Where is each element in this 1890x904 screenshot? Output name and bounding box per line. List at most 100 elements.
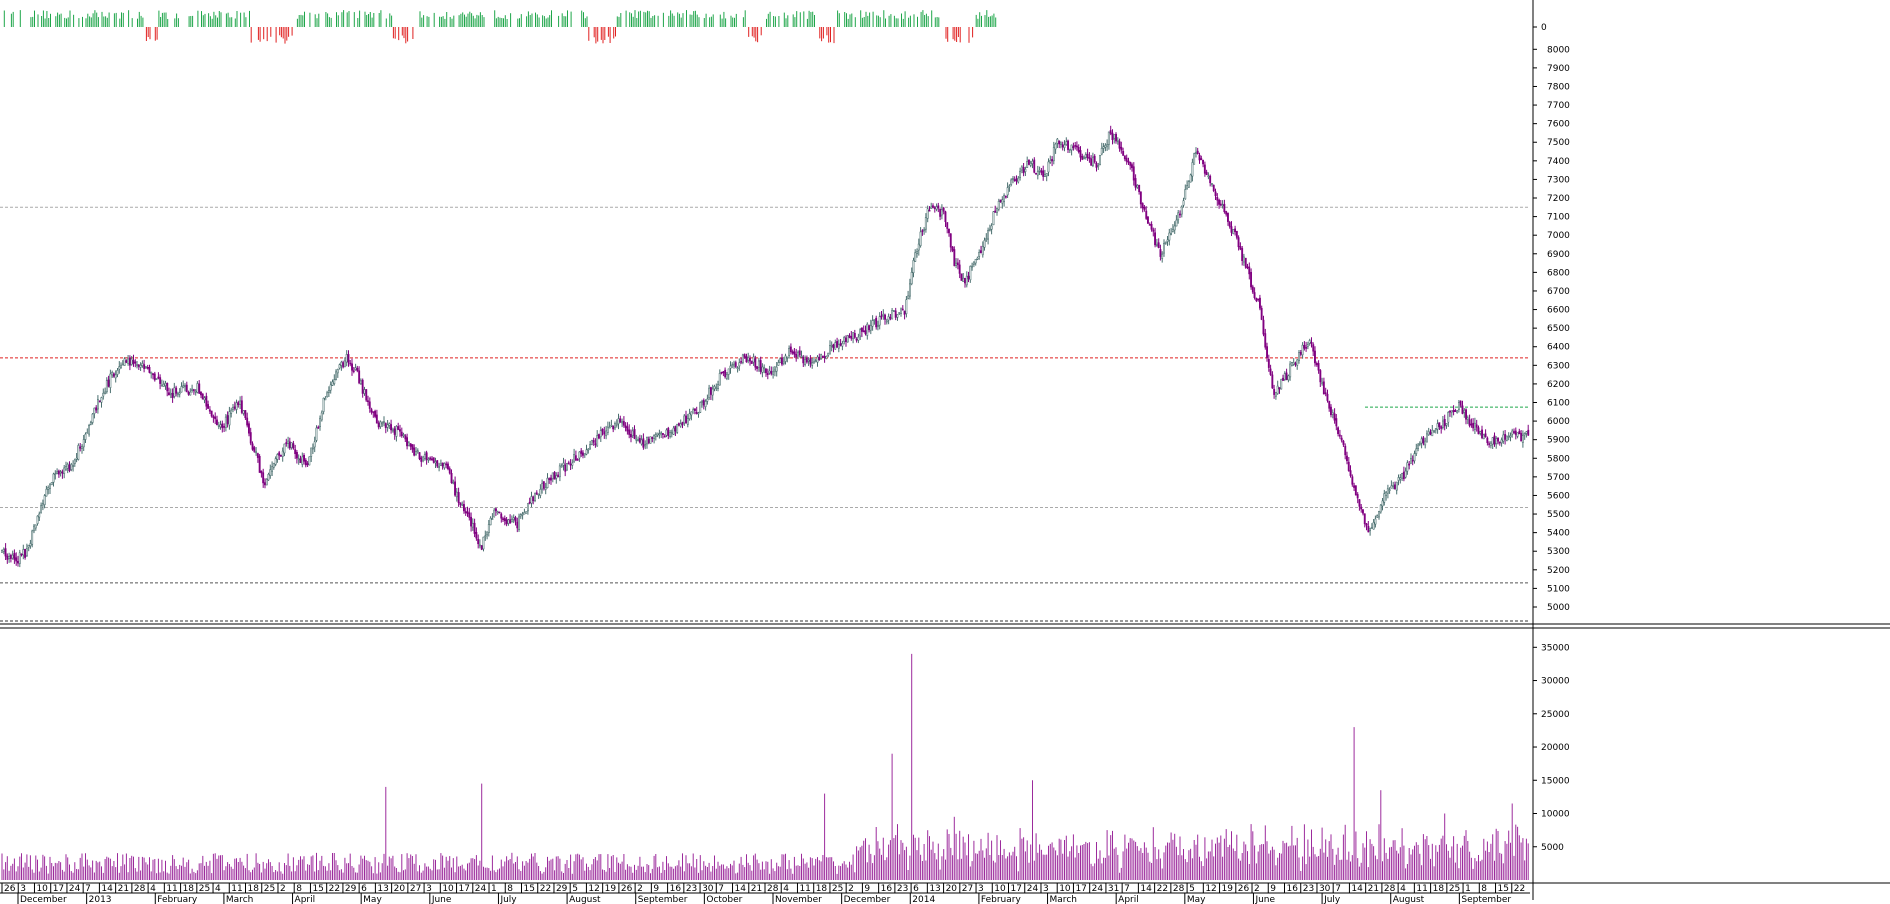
candle-up: [555, 475, 558, 479]
histogram-bar-positive: [787, 15, 789, 27]
candle-down: [1198, 154, 1201, 161]
date-day-label: 25: [264, 884, 275, 894]
candle-down: [1349, 470, 1352, 476]
histogram-bar-positive: [893, 15, 895, 27]
candle-down: [1362, 509, 1364, 514]
date-day-label: 18: [1433, 884, 1445, 894]
candle-down: [1251, 286, 1254, 293]
candle-down: [795, 353, 798, 358]
histogram-bar-positive: [105, 16, 107, 27]
histogram-bar-positive: [634, 10, 636, 27]
candle-up: [1065, 141, 1068, 145]
candle-up: [423, 454, 426, 459]
candle-down: [1472, 422, 1475, 429]
histogram-bar-positive: [902, 18, 904, 27]
histogram-bar-positive: [773, 16, 775, 27]
candle-down: [233, 406, 236, 409]
candle-up: [866, 323, 869, 336]
candle-up: [589, 444, 592, 449]
candle-down: [1115, 133, 1118, 142]
candle-up: [827, 352, 830, 356]
histogram-bar-positive: [526, 16, 528, 27]
candle-up: [871, 320, 874, 327]
histogram-bar-positive: [922, 10, 924, 27]
candle-down: [500, 513, 503, 519]
candle-down: [192, 389, 195, 391]
candle-down: [374, 410, 376, 417]
candle-up: [310, 447, 313, 457]
price-y-tick-label: 7800: [1547, 82, 1570, 92]
candle-down: [368, 401, 371, 409]
candle-down: [619, 418, 622, 423]
histogram-bar-positive: [536, 14, 538, 27]
histogram-bar-negative: [597, 27, 599, 42]
date-day-label: 28: [134, 884, 146, 894]
candle-down: [132, 359, 135, 364]
candle-down: [1230, 226, 1233, 233]
histogram-bar-positive: [87, 13, 89, 27]
date-day-label: 28: [1384, 884, 1396, 894]
candle-up: [900, 308, 903, 314]
candle-up: [1511, 430, 1514, 435]
date-day-label: 26: [621, 884, 633, 894]
histogram-bar-positive: [730, 15, 732, 27]
candle-down: [685, 415, 688, 424]
histogram-bar-positive: [904, 11, 906, 27]
histogram-bar-positive: [58, 14, 60, 27]
candle-down: [253, 447, 256, 452]
histogram-bar-positive: [444, 18, 446, 27]
candle-up: [1401, 473, 1404, 479]
candle-up: [1186, 185, 1189, 190]
candle-up: [571, 462, 574, 466]
histogram-bar-positive: [975, 14, 977, 27]
candle-down: [1051, 159, 1054, 162]
histogram-bar-positive: [240, 12, 242, 27]
price-y-tick-label: 6400: [1547, 343, 1570, 353]
histogram-bar-positive: [570, 11, 572, 27]
candle-down: [594, 443, 597, 446]
histogram-bar-positive: [860, 10, 862, 28]
candle-up: [1298, 352, 1301, 361]
histogram-bar-positive: [527, 11, 529, 27]
candle-up: [478, 544, 481, 547]
candle-down: [889, 316, 892, 319]
candle-down: [979, 250, 982, 254]
candle-down: [1196, 150, 1199, 155]
date-day-label: 2: [848, 884, 854, 894]
candle-up: [38, 513, 41, 518]
histogram-bar-negative: [588, 27, 590, 41]
candle-up: [11, 554, 14, 559]
histogram-bar-positive: [542, 15, 544, 27]
histogram-bar-positive: [547, 17, 549, 27]
candle-down: [214, 416, 217, 420]
date-day-label: 10: [1059, 884, 1071, 894]
candle-up: [1177, 212, 1180, 221]
candle-up: [343, 360, 346, 368]
histogram-bar-negative: [407, 27, 409, 42]
candle-up: [50, 481, 53, 486]
histogram-bar-positive: [725, 18, 727, 27]
candle-up: [327, 390, 330, 393]
candle-up: [1525, 431, 1528, 434]
price-y-tick-label: 7900: [1547, 64, 1570, 74]
candle-down: [1312, 344, 1315, 352]
volume-y-tick-label: 25000: [1541, 710, 1570, 720]
date-day-label: 18: [816, 884, 828, 894]
histogram-bar-positive: [160, 17, 162, 27]
candle-down: [1081, 156, 1084, 160]
candle-down: [1141, 203, 1144, 209]
price-y-tick-label: 5700: [1547, 473, 1570, 483]
candle-up: [713, 386, 716, 390]
candle-up: [873, 319, 876, 321]
histogram-bar-positive: [316, 18, 318, 27]
histogram-bar-positive: [327, 13, 329, 27]
candle-up: [1161, 253, 1164, 259]
candle-down: [418, 452, 421, 460]
candle-down: [1042, 170, 1045, 177]
histogram-bar-positive: [986, 10, 988, 27]
histogram-bar-negative: [280, 27, 282, 38]
candle-up: [1287, 375, 1290, 381]
histogram-bar-positive: [161, 12, 163, 27]
date-day-label: 11: [166, 884, 177, 894]
candle-up: [701, 401, 704, 403]
